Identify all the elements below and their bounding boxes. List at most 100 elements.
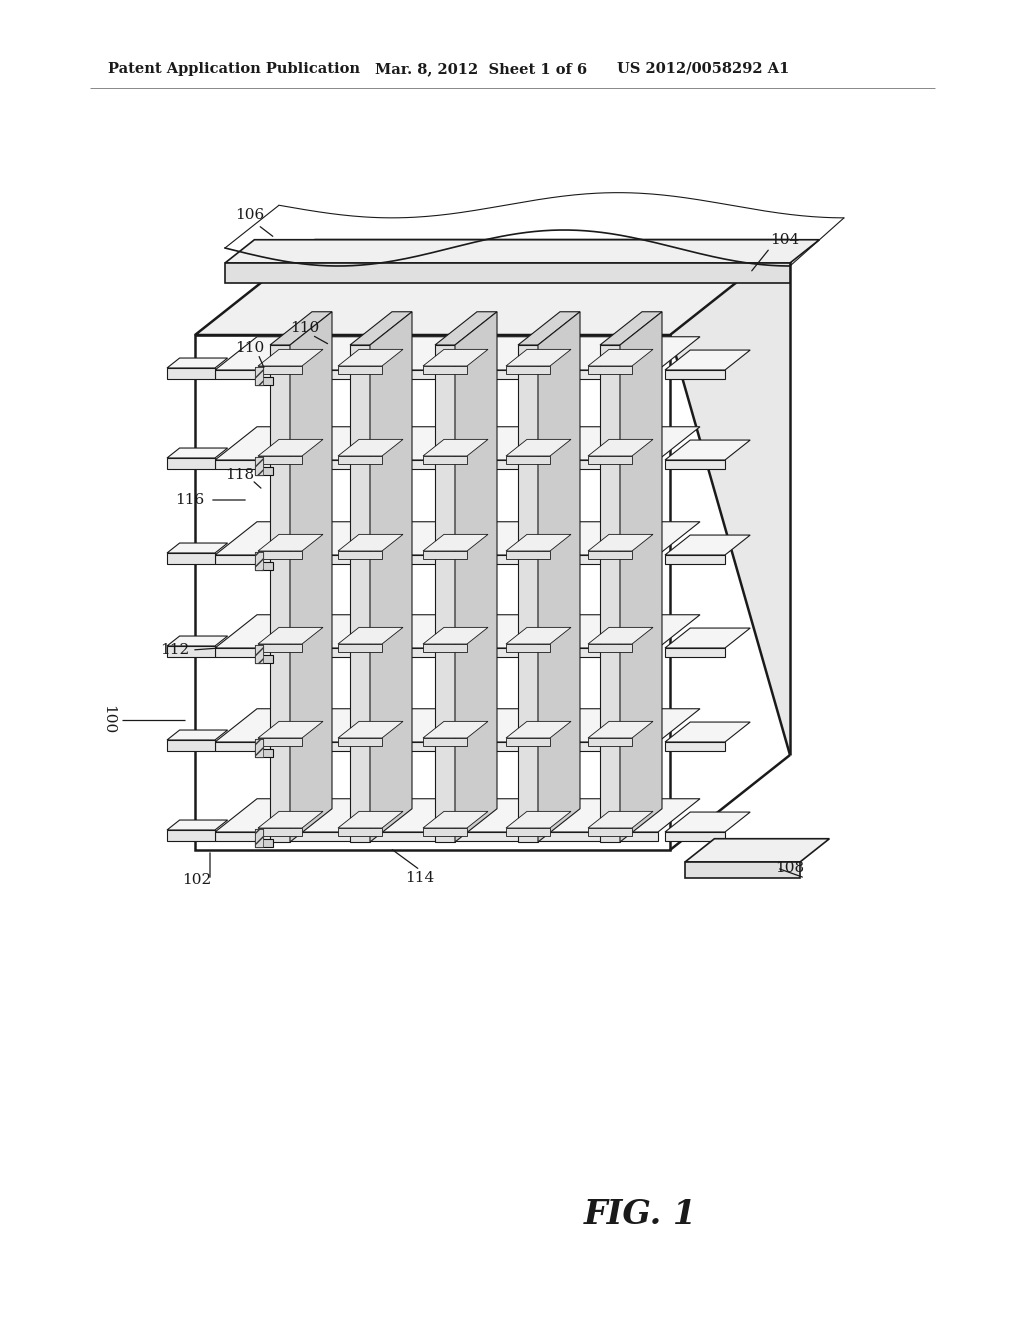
- Polygon shape: [258, 366, 302, 374]
- Bar: [255, 739, 263, 756]
- Polygon shape: [588, 812, 653, 828]
- Polygon shape: [167, 636, 227, 645]
- Text: FIG. 1: FIG. 1: [584, 1199, 696, 1232]
- Polygon shape: [423, 738, 467, 746]
- Polygon shape: [506, 366, 550, 374]
- Polygon shape: [258, 644, 302, 652]
- Polygon shape: [518, 312, 580, 345]
- Polygon shape: [588, 550, 632, 558]
- Polygon shape: [423, 366, 467, 374]
- Polygon shape: [167, 730, 227, 741]
- Polygon shape: [258, 812, 323, 828]
- Polygon shape: [665, 722, 751, 742]
- Polygon shape: [338, 812, 403, 828]
- Polygon shape: [423, 721, 488, 738]
- Polygon shape: [255, 457, 263, 475]
- Polygon shape: [258, 550, 302, 558]
- Polygon shape: [588, 828, 632, 836]
- Polygon shape: [215, 426, 700, 459]
- Polygon shape: [258, 738, 302, 746]
- Polygon shape: [506, 550, 550, 558]
- Polygon shape: [423, 627, 488, 644]
- Polygon shape: [338, 366, 382, 374]
- Polygon shape: [588, 440, 653, 455]
- Polygon shape: [167, 820, 227, 830]
- Polygon shape: [195, 240, 790, 335]
- Polygon shape: [370, 312, 412, 842]
- Polygon shape: [258, 627, 323, 644]
- Polygon shape: [215, 337, 700, 370]
- Polygon shape: [506, 455, 550, 465]
- Polygon shape: [338, 350, 403, 366]
- Polygon shape: [506, 535, 571, 550]
- Polygon shape: [167, 830, 215, 841]
- Polygon shape: [506, 828, 550, 836]
- Polygon shape: [215, 521, 700, 554]
- Polygon shape: [506, 627, 571, 644]
- Polygon shape: [270, 345, 290, 842]
- Polygon shape: [588, 350, 653, 366]
- Polygon shape: [255, 840, 273, 847]
- Polygon shape: [588, 738, 632, 746]
- Text: 102: 102: [182, 873, 212, 887]
- Polygon shape: [506, 350, 571, 366]
- Polygon shape: [215, 742, 658, 751]
- Polygon shape: [506, 721, 571, 738]
- Polygon shape: [423, 535, 488, 550]
- Polygon shape: [338, 455, 382, 465]
- Polygon shape: [290, 312, 332, 842]
- Polygon shape: [538, 312, 580, 842]
- Polygon shape: [423, 644, 467, 652]
- Polygon shape: [685, 862, 800, 878]
- Polygon shape: [258, 535, 323, 550]
- Polygon shape: [167, 543, 227, 553]
- Polygon shape: [685, 838, 829, 862]
- Polygon shape: [215, 709, 700, 742]
- Polygon shape: [270, 312, 332, 345]
- Text: US 2012/0058292 A1: US 2012/0058292 A1: [617, 62, 790, 77]
- Polygon shape: [255, 739, 263, 756]
- Text: 100: 100: [101, 705, 115, 735]
- Polygon shape: [255, 378, 273, 385]
- Polygon shape: [665, 648, 725, 657]
- Polygon shape: [215, 832, 658, 841]
- Polygon shape: [167, 741, 215, 751]
- Text: 108: 108: [775, 861, 805, 875]
- Polygon shape: [338, 535, 403, 550]
- Polygon shape: [665, 535, 751, 554]
- Text: 106: 106: [236, 209, 264, 222]
- Polygon shape: [255, 748, 273, 756]
- Polygon shape: [167, 553, 215, 564]
- Polygon shape: [215, 799, 700, 832]
- Polygon shape: [338, 440, 403, 455]
- Bar: [255, 367, 263, 385]
- Polygon shape: [518, 345, 538, 842]
- Polygon shape: [167, 447, 227, 458]
- Polygon shape: [338, 550, 382, 558]
- Polygon shape: [423, 440, 488, 455]
- Bar: [255, 457, 263, 475]
- Polygon shape: [258, 350, 323, 366]
- Polygon shape: [423, 828, 467, 836]
- Polygon shape: [506, 440, 571, 455]
- Polygon shape: [506, 644, 550, 652]
- Polygon shape: [255, 829, 263, 847]
- Polygon shape: [423, 455, 467, 465]
- Polygon shape: [506, 738, 550, 746]
- Polygon shape: [506, 812, 571, 828]
- Polygon shape: [665, 370, 725, 379]
- Polygon shape: [167, 368, 215, 379]
- Polygon shape: [665, 459, 725, 469]
- Polygon shape: [167, 358, 227, 368]
- Text: 114: 114: [406, 871, 434, 884]
- Polygon shape: [665, 742, 725, 751]
- Polygon shape: [423, 350, 488, 366]
- Polygon shape: [225, 240, 819, 263]
- Polygon shape: [215, 648, 658, 657]
- Polygon shape: [665, 350, 751, 370]
- Polygon shape: [167, 645, 215, 657]
- Polygon shape: [338, 627, 403, 644]
- Polygon shape: [588, 627, 653, 644]
- Polygon shape: [215, 554, 658, 564]
- Polygon shape: [255, 467, 273, 475]
